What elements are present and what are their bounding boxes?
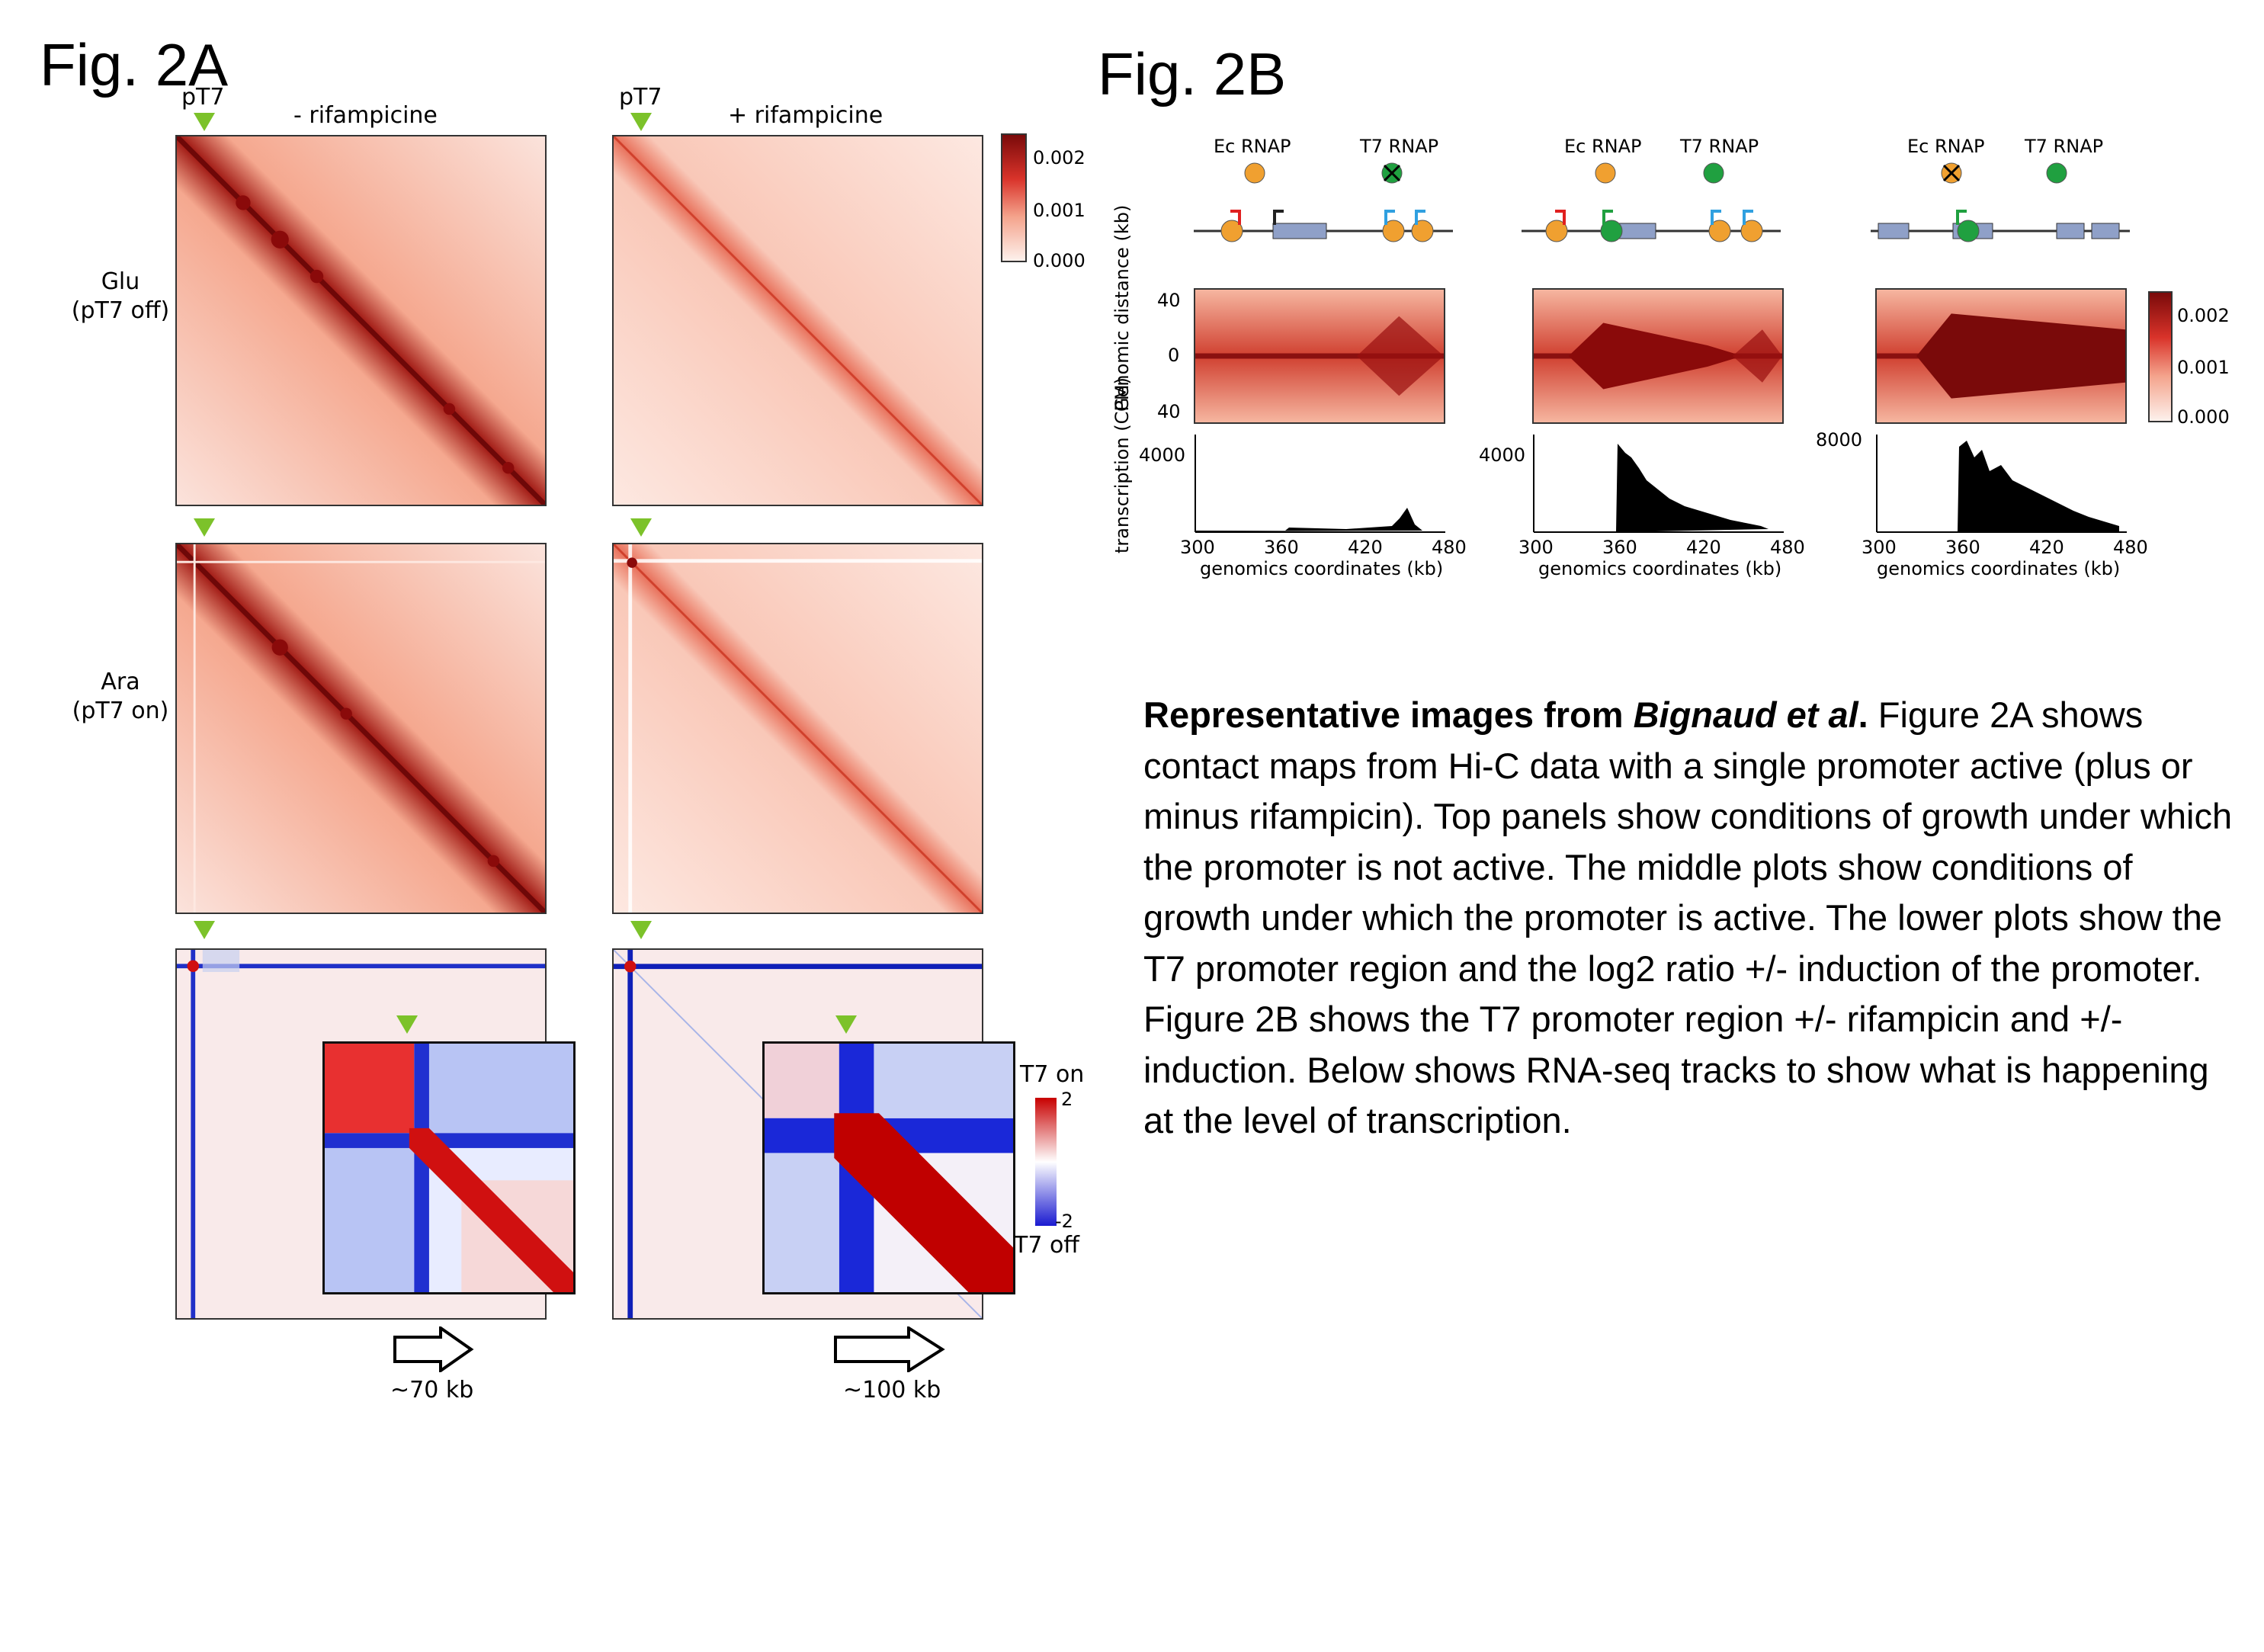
yaxis-transcription: transcription (CPM) [1111,377,1133,553]
colorbar-2a-tick: 0.002 [1033,147,1086,168]
ec-rnap-label: Ec RNAP [1564,136,1642,157]
arrow-100kb-icon [832,1325,947,1376]
colorbar-2b-tick: 0.002 [2177,305,2230,326]
row1-label-a: Glu [101,268,140,295]
caption-text: Figure 2A shows contact maps from Hi-C d… [1143,694,2233,1140]
x-tick: 480 [1770,537,1805,558]
figure-caption: Representative images from Bignaud et al… [1143,690,2241,1147]
ratio-colorbar [1035,1098,1057,1226]
t7-rnap-label: T7 RNAP [1680,136,1759,157]
col-minus-rif: - rifampicine [293,102,438,129]
hic-map-ara-plus [612,543,983,914]
row2-label-a: Ara [101,669,140,695]
ratio-bottom-label: T7 off [1014,1232,1079,1259]
ratio-min: -2 [1055,1211,1073,1232]
ec-rnap-label: Ec RNAP [1214,136,1291,157]
ratio-inset-plus [762,1041,1015,1294]
caption-bold-end: . [1858,694,1868,735]
ratio-max: 2 [1061,1089,1073,1110]
x-tick: 300 [1518,537,1554,558]
x-tick: 360 [1602,537,1637,558]
pt7-marker-inset [835,1015,857,1034]
row1-label-b: (pT7 off) [71,297,170,324]
x-tick: 360 [1945,537,1980,558]
pt7-label-left: pT7 [181,84,225,111]
colorbar-2a-tick: 0.001 [1033,200,1086,221]
hic-map-glu-minus [175,135,547,506]
genomic-tick: 40 [1157,401,1181,422]
hic-panel-b1 [1194,288,1445,424]
tx-track-1 [1194,435,1445,537]
pt7-marker [194,113,215,131]
caption-bold: Representative images from [1143,694,1634,735]
ratio-inset-minus [322,1041,576,1294]
col-plus-rif: + rifampicine [728,102,883,129]
tx-track-2 [1532,435,1784,537]
colorbar-2a-tick: 0.000 [1033,250,1086,271]
x-tick: 420 [1348,537,1383,558]
x-tick: 420 [2029,537,2064,558]
x-tick: 480 [1432,537,1467,558]
colorbar-2b [2148,291,2173,422]
schematic-1 [1194,156,1461,259]
x-tick: 300 [1862,537,1897,558]
pt7-marker [630,518,652,537]
colorbar-2b-tick: 0.001 [2177,357,2230,378]
genomic-tick: 0 [1168,345,1180,366]
hic-map-glu-plus [612,135,983,506]
pt7-marker [194,921,215,939]
colorbar-2b-tick: 0.000 [2177,406,2230,428]
tx-track-3 [1875,435,2127,537]
tx-tick: 4000 [1479,444,1526,466]
schematic-3 [1871,156,2137,259]
hic-panel-b3 [1875,288,2127,424]
x-axis-label: genomics coordinates (kb) [1538,558,1782,579]
hic-map-ara-minus [175,543,547,914]
row2-label-b: (pT7 on) [72,698,169,724]
arrow-70kb-label: ~70 kb [390,1377,474,1403]
caption-author: Bignaud et al [1633,694,1858,735]
ratio-top-label: T7 on [1020,1061,1085,1088]
pt7-label-right: pT7 [619,84,662,111]
pt7-marker [630,113,652,131]
x-tick: 300 [1180,537,1215,558]
tx-tick: 4000 [1139,444,1186,466]
ec-rnap-label: Ec RNAP [1907,136,1985,157]
fig2a-label: Fig. 2A [40,31,229,98]
x-tick: 480 [2113,537,2148,558]
arrow-70kb-icon [392,1325,476,1376]
x-axis-label: genomics coordinates (kb) [1877,558,2121,579]
arrow-100kb-label: ~100 kb [843,1377,941,1403]
fig2b-label: Fig. 2B [1098,40,1287,107]
pt7-marker [630,921,652,939]
hic-panel-b2 [1532,288,1784,424]
x-tick: 360 [1264,537,1299,558]
pt7-marker-inset [396,1015,418,1034]
x-tick: 420 [1686,537,1721,558]
t7-rnap-label: T7 RNAP [2025,136,2104,157]
colorbar-2a [1001,133,1027,262]
schematic-2 [1522,156,1788,259]
tx-tick: 8000 [1816,429,1863,451]
genomic-tick: 40 [1157,290,1181,311]
t7-rnap-label: T7 RNAP [1360,136,1439,157]
x-axis-label: genomics coordinates (kb) [1200,558,1444,579]
pt7-marker [194,518,215,537]
